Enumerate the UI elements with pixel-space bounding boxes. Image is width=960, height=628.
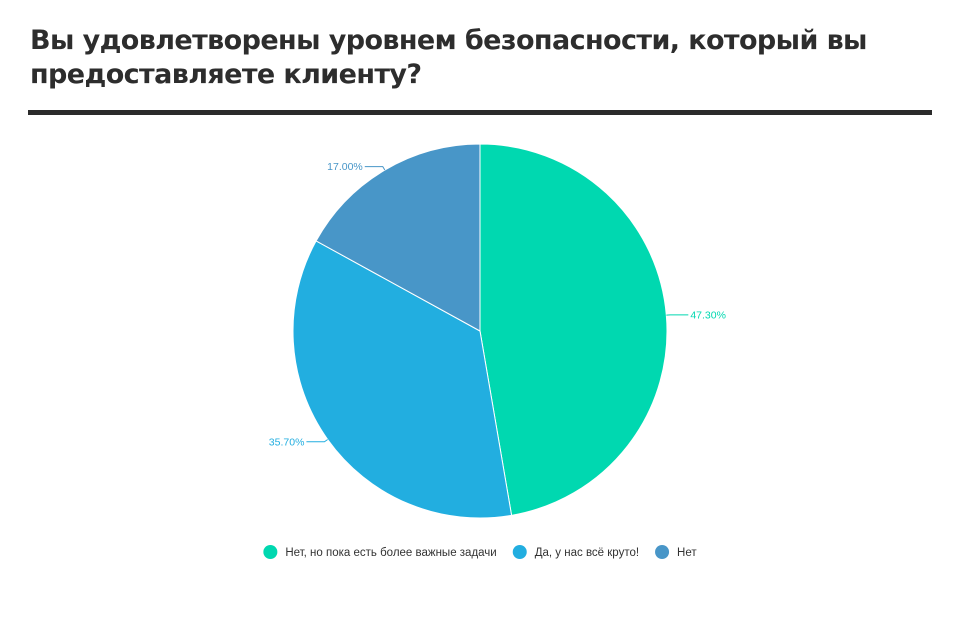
pie-slices (292, 143, 668, 519)
legend-label-2: Да, у нас всё круто! (535, 547, 639, 559)
leader-line-2 (306, 439, 328, 443)
value-label-3: 17.00% (327, 161, 363, 173)
pie-slice-3 (315, 143, 481, 332)
pie-value-labels: 47.30% 35.70% 17.00% (269, 161, 726, 448)
legend-marker-2 (512, 545, 527, 559)
title-divider (28, 110, 932, 115)
pie-slice-2 (292, 240, 513, 519)
leader-line-3 (364, 166, 386, 171)
legend-marker-3 (655, 545, 670, 559)
value-label-2: 35.70% (269, 436, 305, 448)
legend-marker-1 (263, 545, 278, 559)
pie-leader-lines (306, 166, 689, 443)
pie-slice-1 (479, 143, 668, 516)
chart-legend: Нет, но пока есть более важные задачи Да,… (263, 545, 697, 559)
value-label-1: 47.30% (690, 309, 726, 321)
legend-label-3: Нет (677, 547, 697, 559)
page-title: Вы удовлетворены уровнем безопасности, к… (30, 25, 867, 90)
legend-label-1: Нет, но пока есть более важные задачи (285, 547, 496, 559)
